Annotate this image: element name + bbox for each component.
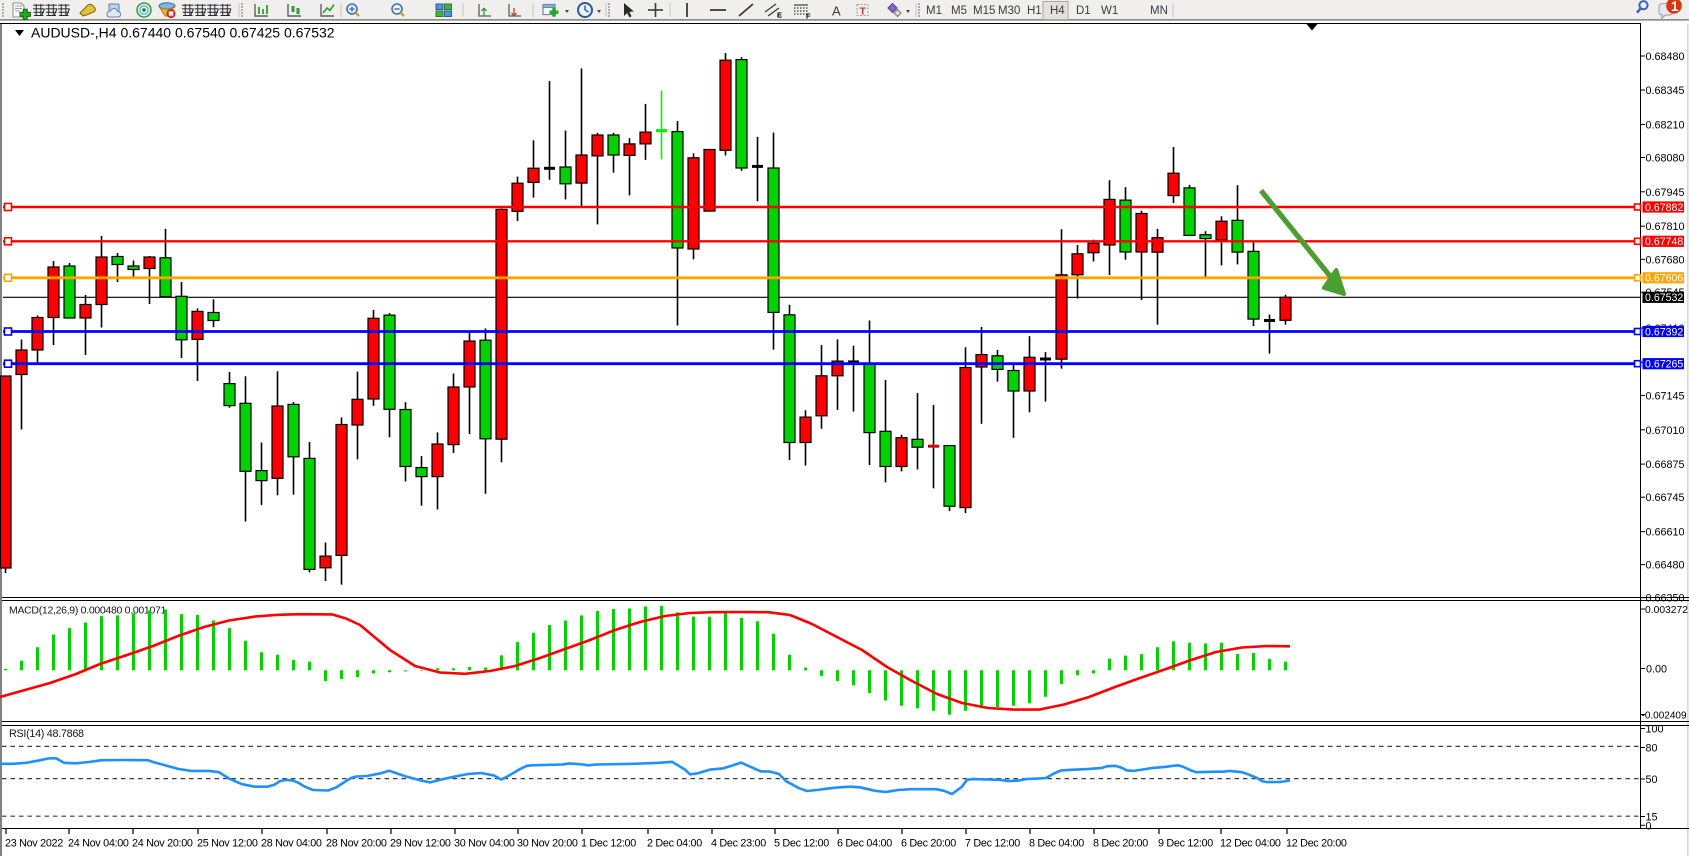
svg-text:MN: MN — [1150, 5, 1168, 17]
svg-text:1 Dec 12:00: 1 Dec 12:00 — [581, 838, 636, 850]
svg-text:F: F — [806, 12, 811, 21]
svg-text:25 Nov 12:00: 25 Nov 12:00 — [197, 838, 258, 850]
svg-text:D1: D1 — [1076, 5, 1091, 17]
svg-text:30 Nov 20:00: 30 Nov 20:00 — [517, 838, 578, 850]
svg-text:0.66350: 0.66350 — [1646, 593, 1685, 605]
svg-text:100: 100 — [1646, 724, 1664, 736]
svg-text:15: 15 — [1646, 812, 1658, 824]
svg-text:6 Dec 20:00: 6 Dec 20:00 — [901, 838, 956, 850]
svg-text:23 Nov 2022: 23 Nov 2022 — [5, 838, 63, 850]
svg-text:8 Dec 20:00: 8 Dec 20:00 — [1093, 838, 1148, 850]
svg-text:12 Dec 20:00: 12 Dec 20:00 — [1286, 838, 1347, 850]
svg-text:0.67145: 0.67145 — [1646, 390, 1685, 402]
svg-text:0.68480: 0.68480 — [1646, 51, 1685, 63]
svg-text:0.66745: 0.66745 — [1646, 492, 1685, 504]
svg-text:0.67945: 0.67945 — [1646, 187, 1685, 199]
svg-text:4 Dec 23:00: 4 Dec 23:00 — [711, 838, 766, 850]
svg-text:2 Dec 04:00: 2 Dec 04:00 — [647, 838, 702, 850]
svg-text:E: E — [777, 11, 782, 20]
svg-text:-0.002409: -0.002409 — [1642, 711, 1687, 722]
svg-text:AUDUSD-,H4 0.67440 0.67540 0.: AUDUSD-,H4 0.67440 0.67540 0.67425 0.675… — [31, 25, 335, 41]
svg-text:0.67882: 0.67882 — [1645, 202, 1683, 214]
svg-text:12 Dec 04:00: 12 Dec 04:00 — [1220, 838, 1281, 850]
svg-text:28 Nov 04:00: 28 Nov 04:00 — [261, 838, 322, 850]
svg-text:0.67392: 0.67392 — [1645, 326, 1683, 338]
svg-text:8 Dec 04:00: 8 Dec 04:00 — [1029, 838, 1084, 850]
svg-text:0.67748: 0.67748 — [1645, 236, 1683, 248]
svg-text:5 Dec 12:00: 5 Dec 12:00 — [774, 838, 829, 850]
svg-text:H4: H4 — [1050, 5, 1065, 17]
svg-text:0.66610: 0.66610 — [1646, 527, 1685, 539]
svg-text:M5: M5 — [951, 5, 967, 17]
svg-text:7 Dec 12:00: 7 Dec 12:00 — [965, 838, 1020, 850]
svg-text:M15: M15 — [973, 5, 995, 17]
svg-text:0.67680: 0.67680 — [1646, 254, 1685, 266]
svg-text:29 Nov 12:00: 29 Nov 12:00 — [390, 838, 451, 850]
svg-text:0.67532: 0.67532 — [1645, 292, 1683, 304]
svg-text:28 Nov 20:00: 28 Nov 20:00 — [326, 838, 387, 850]
svg-text:MACD(12,26,9) 0.000480 0.00107: MACD(12,26,9) 0.000480 0.001071 — [9, 605, 167, 617]
svg-text:0.68080: 0.68080 — [1646, 153, 1685, 165]
svg-text:T: T — [860, 6, 867, 18]
svg-text:24 Nov 20:00: 24 Nov 20:00 — [132, 838, 193, 850]
svg-text:0.003272: 0.003272 — [1645, 605, 1688, 616]
svg-text:0.66480: 0.66480 — [1646, 560, 1685, 572]
svg-text:A: A — [832, 4, 841, 19]
svg-text:M1: M1 — [926, 5, 942, 17]
svg-text:0: 0 — [1646, 820, 1652, 832]
svg-text:W1: W1 — [1101, 5, 1118, 17]
svg-text:1: 1 — [1671, 0, 1679, 14]
svg-text:RSI(14) 48.7868: RSI(14) 48.7868 — [9, 728, 84, 740]
svg-text:0.67010: 0.67010 — [1646, 425, 1685, 437]
svg-text:M30: M30 — [998, 5, 1020, 17]
svg-text:24 Nov 04:00: 24 Nov 04:00 — [68, 838, 129, 850]
svg-text:0.67810: 0.67810 — [1646, 221, 1685, 233]
svg-text:50: 50 — [1646, 774, 1658, 786]
svg-text:6 Dec 04:00: 6 Dec 04:00 — [837, 838, 892, 850]
svg-text:0.66875: 0.66875 — [1646, 459, 1685, 471]
svg-text:0.00: 0.00 — [1646, 664, 1667, 676]
svg-text:0.67265: 0.67265 — [1645, 359, 1683, 371]
svg-text:0.68345: 0.68345 — [1646, 85, 1685, 97]
svg-text:80: 80 — [1646, 743, 1658, 755]
svg-text:0.68210: 0.68210 — [1646, 119, 1685, 131]
svg-text:30 Nov 04:00: 30 Nov 04:00 — [454, 838, 515, 850]
svg-text:9 Dec 12:00: 9 Dec 12:00 — [1158, 838, 1213, 850]
svg-text:H1: H1 — [1027, 5, 1042, 17]
svg-text:0.67606: 0.67606 — [1645, 273, 1683, 285]
